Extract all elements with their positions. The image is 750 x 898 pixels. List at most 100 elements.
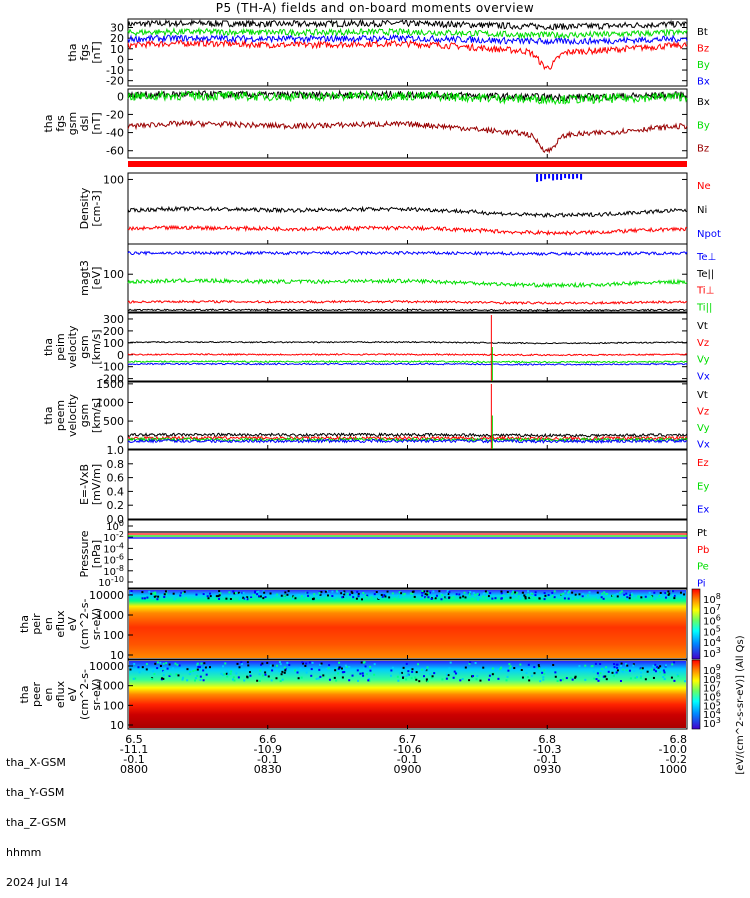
spectrogram-speckle (362, 591, 365, 594)
spectrogram-speckle (386, 590, 389, 593)
x-tick-label: 0800 (120, 763, 148, 776)
spectrogram-speckle (179, 594, 182, 597)
spectrogram-speckle (327, 594, 330, 597)
legend-Pb: Pb (697, 545, 709, 556)
spectrogram-speckle (164, 667, 167, 670)
xaxis-row-label: tha_Z-GSM (6, 816, 67, 829)
spectrogram-speckle (683, 680, 686, 683)
spectrogram-speckle (657, 666, 660, 669)
spectrogram-speckle (664, 664, 667, 667)
spectrogram-speckle (619, 591, 622, 594)
legend-Ne: Ne (697, 181, 711, 192)
spectrogram-speckle (337, 667, 340, 670)
spectrogram-speckle (568, 590, 571, 593)
spectrogram-speckle (327, 593, 330, 596)
spectrogram-speckle (275, 664, 278, 667)
spectrogram-speckle (194, 677, 197, 680)
spectrogram-speckle (415, 678, 418, 681)
spectrogram-speckle (237, 591, 240, 594)
spectrogram-speckle (150, 592, 153, 595)
series-point-Npot (576, 174, 579, 179)
spectrogram-speckle (633, 669, 636, 672)
spectrogram-speckle (240, 662, 243, 665)
spectrogram-speckle (543, 672, 546, 675)
panel-frame (127, 519, 688, 589)
spectrogram-speckle (552, 663, 555, 666)
spectrogram-speckle (129, 668, 132, 671)
spectrogram-speckle (664, 596, 667, 599)
spectrogram-speckle (486, 591, 489, 594)
series-line-Vz (127, 353, 688, 357)
spectrogram-speckle (500, 666, 503, 669)
spectrogram-speckle (542, 676, 545, 679)
spectrogram-speckle (533, 672, 536, 675)
spectrogram-speckle (227, 673, 230, 676)
spectrogram-speckle (434, 597, 437, 600)
spectrogram-speckle (267, 675, 270, 678)
spectrogram-speckle (365, 673, 368, 676)
spectrogram-speckle (209, 595, 212, 598)
spectrogram-speckle (340, 592, 343, 595)
spectrogram-speckle (588, 591, 591, 594)
spectrogram-speckle (640, 668, 643, 671)
spectrogram-speckle (218, 597, 221, 600)
spectrogram-speckle (602, 597, 605, 600)
spectrogram-speckle (599, 672, 602, 675)
spectrogram-speckle (343, 593, 346, 596)
spectrogram-speckle (517, 595, 520, 598)
spectrogram-speckle (175, 596, 178, 599)
axis-label: sr-eV) (90, 678, 103, 710)
series-line-By (127, 89, 688, 106)
x-tick-label: -10.9 (254, 743, 282, 756)
spectrogram-speckle (650, 595, 653, 598)
spectrogram-speckle (333, 676, 336, 679)
spectrogram-speckle (464, 666, 467, 669)
spectrogram-speckle (429, 673, 432, 676)
spectrogram-speckle (613, 666, 616, 669)
spectrogram-speckle (628, 597, 631, 600)
spectrogram-speckle (280, 594, 283, 597)
series-line-Bx (127, 89, 688, 102)
spectrogram-speckle (296, 671, 299, 674)
spectrogram-speckle (197, 665, 200, 668)
axis-label: [mV/m] (90, 464, 103, 505)
spectrogram-speckle (204, 666, 207, 669)
spectrogram-speckle (246, 676, 249, 679)
spectrogram-speckle (538, 667, 541, 670)
axis-label: tha (18, 685, 31, 703)
spectrogram-speckle (341, 676, 344, 679)
spectrogram-speckle (364, 594, 367, 597)
spectrogram-speckle (161, 594, 164, 597)
axis-label: Density (78, 187, 91, 229)
series-line-Vt (127, 340, 688, 345)
spectrogram-speckle (338, 666, 341, 669)
spectrogram-speckle (345, 665, 348, 668)
spectrogram-speckle (640, 671, 643, 674)
legend-Vx: Vx (697, 439, 710, 450)
spectrogram-speckle (411, 592, 414, 595)
spectrogram-speckle (334, 669, 337, 672)
spectrogram-speckle (629, 677, 632, 680)
series-line-Bt (127, 18, 688, 31)
spectrogram-speckle (630, 592, 633, 595)
x-tick-label: -11.1 (120, 743, 148, 756)
spectrogram-speckle (308, 661, 311, 664)
tick-label: 0.6 (107, 472, 125, 485)
axis-label: peir (30, 613, 43, 635)
spectrogram-speckle (270, 679, 273, 682)
spectrogram-speckle (619, 665, 622, 668)
spectrogram-speckle (299, 667, 302, 670)
spectrogram-speckle (163, 593, 166, 596)
series-line-Ti⊥ (127, 299, 688, 306)
spectrogram-speckle (220, 672, 223, 675)
spectrogram-speckle (534, 594, 537, 597)
spectrogram-speckle (264, 673, 267, 676)
tick-label: 0 (117, 90, 124, 103)
tick-label: 1.0 (107, 444, 125, 457)
spectrogram-speckle (447, 592, 450, 595)
spectrogram-speckle (137, 666, 140, 669)
spectrogram-speckle (683, 593, 686, 596)
colorbar-tick-label: 103 (703, 716, 721, 730)
spectrogram-speckle (348, 666, 351, 669)
x-tick-label: 6.8 (670, 733, 688, 746)
